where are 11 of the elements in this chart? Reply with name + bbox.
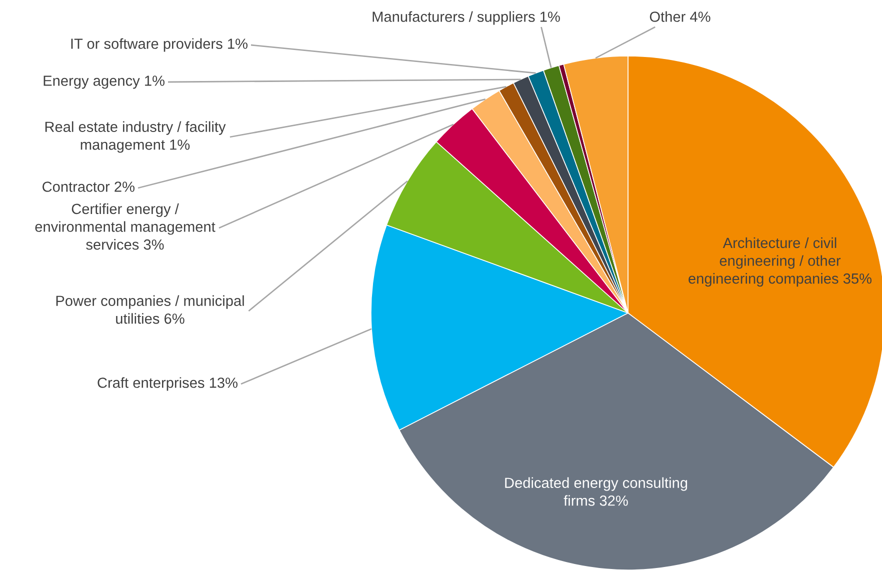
slice-label: Contractor 2% bbox=[42, 182, 134, 192]
slice-label: Certifier energy / environmental management services 3% bbox=[35, 203, 216, 250]
slice-label: Architecture / civil engineering / other engineering companies 35% bbox=[688, 237, 872, 287]
slice-label: Energy agency 1% bbox=[44, 76, 164, 89]
slice-label: IT or software providers 1% bbox=[71, 38, 248, 52]
slice-label: Power companies / municipal utilities 6% bbox=[56, 295, 244, 324]
slice-label: Craft enterprises 13% bbox=[98, 377, 238, 391]
slice-label: Manufacturers / suppliers 1% bbox=[372, 11, 560, 25]
slice-label: Other 4% bbox=[650, 11, 710, 22]
slice-label: Real estate industry / facility management 1% bbox=[45, 121, 226, 153]
slice-label: Dedicated energy consulting firms 32% bbox=[505, 477, 688, 506]
